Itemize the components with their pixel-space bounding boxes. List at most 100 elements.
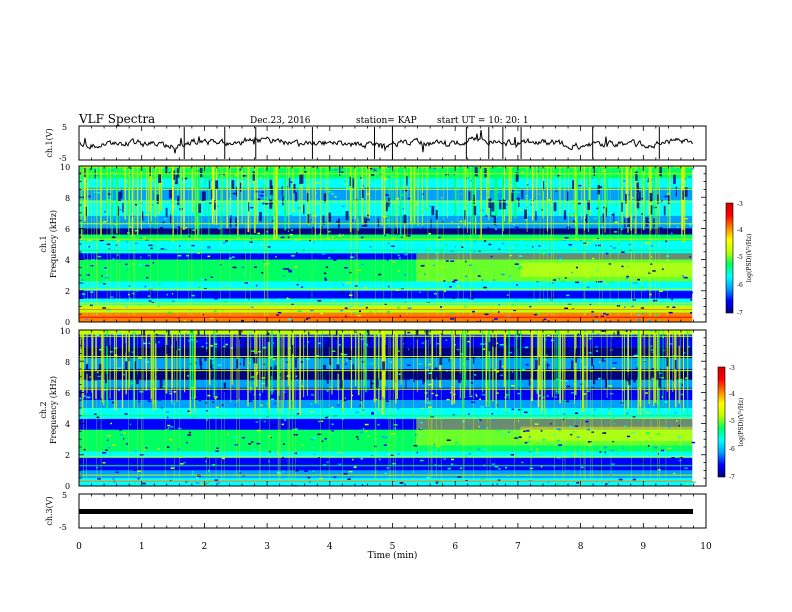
spectrogram-speckle bbox=[339, 271, 343, 273]
spectrogram-gap bbox=[248, 201, 250, 212]
spectrogram-gap bbox=[159, 379, 163, 390]
spectrogram-speckle bbox=[599, 235, 603, 238]
spectrogram-speckle bbox=[421, 342, 425, 344]
spectrogram-speckle bbox=[300, 361, 304, 363]
spectrogram-speckle bbox=[310, 219, 312, 221]
spectrogram-speckle bbox=[683, 352, 686, 354]
spectrogram-speckle bbox=[523, 430, 526, 433]
spectrogram-speckle bbox=[371, 413, 375, 415]
spectrogram-speckle bbox=[314, 460, 317, 463]
spectrogram-speckle bbox=[359, 404, 362, 407]
spectrogram-speckle bbox=[458, 307, 461, 309]
spectrogram-speckle bbox=[612, 362, 617, 364]
spectrogram-gap bbox=[535, 211, 537, 221]
spectrogram-speckle bbox=[451, 458, 454, 461]
spectrogram-speckle bbox=[361, 225, 365, 227]
spectrogram-speckle bbox=[404, 189, 408, 192]
spectrogram-speckle bbox=[315, 447, 320, 449]
spectrogram-speckle bbox=[268, 435, 272, 438]
spectrogram-speckle bbox=[472, 293, 476, 295]
spectrogram-speckle bbox=[305, 429, 307, 432]
spectrogram-speckle bbox=[188, 235, 191, 238]
spectrogram-speckle bbox=[208, 202, 212, 204]
spectrogram-speckle bbox=[126, 443, 128, 445]
spectrogram-speckle bbox=[111, 246, 114, 249]
spectrogram-speckle bbox=[79, 237, 83, 239]
spectrogram-speckle bbox=[212, 401, 215, 403]
spectrogram-gap bbox=[406, 176, 408, 186]
spectrogram-band bbox=[79, 167, 693, 179]
spectrogram-speckle bbox=[273, 342, 274, 344]
spectrogram-speckle bbox=[471, 376, 473, 378]
spectrogram-speckle bbox=[165, 411, 170, 413]
spectrogram-speckle bbox=[138, 264, 142, 266]
spectrogram-gap bbox=[375, 378, 379, 389]
spectrogram-speckle bbox=[390, 339, 395, 341]
spectrogram-speckle bbox=[145, 452, 148, 455]
spectrogram-speckle bbox=[192, 229, 196, 231]
spectrogram-speckle bbox=[149, 225, 151, 227]
spectrogram-speckle bbox=[467, 340, 470, 343]
ch3-ylabel: ch.3(V) bbox=[45, 496, 54, 525]
spectrogram-speckle bbox=[238, 390, 240, 392]
spectrogram-gap bbox=[605, 378, 607, 389]
spectrogram-speckle bbox=[296, 283, 299, 286]
spectrogram-speckle bbox=[667, 425, 671, 428]
spectrogram-speckle bbox=[261, 272, 264, 274]
spectrogram-speckle bbox=[666, 432, 669, 434]
spectrogram-band bbox=[79, 228, 693, 235]
spectrogram-speckle bbox=[470, 382, 473, 384]
spectrogram-speckle bbox=[472, 310, 475, 313]
spectrogram-speckle bbox=[328, 257, 331, 259]
spectrogram-gap bbox=[199, 355, 202, 366]
spectrogram-speckle bbox=[547, 320, 550, 322]
spectrogram-gap bbox=[675, 186, 677, 197]
spectrogram-speckle bbox=[525, 465, 529, 468]
spectrogram-speckle bbox=[522, 390, 525, 393]
spectrogram-speckle bbox=[201, 484, 206, 486]
spectrogram-speckle bbox=[234, 174, 238, 177]
spectrogram-speckle bbox=[521, 461, 524, 464]
spectrogram-gap bbox=[658, 378, 662, 388]
spectrogram-speckle bbox=[510, 254, 512, 257]
spectrogram-speckle bbox=[628, 243, 632, 246]
spectrogram-speckle bbox=[528, 436, 531, 438]
spectrogram-speckle bbox=[163, 248, 167, 251]
spectrogram-speckle bbox=[506, 391, 510, 394]
spectrogram-speckle bbox=[576, 333, 579, 336]
spectrogram-speckle bbox=[203, 483, 208, 485]
spectrogram-speckle bbox=[247, 362, 251, 364]
spectrogram-speckle bbox=[554, 396, 558, 398]
spectrogram-speckle bbox=[632, 197, 634, 199]
spectrogram-speckle bbox=[202, 314, 204, 316]
spectrogram-speckle bbox=[514, 199, 516, 201]
spectrogram-speckle bbox=[312, 227, 314, 229]
spectrogram-speckle bbox=[166, 293, 168, 296]
spectrogram-speckle bbox=[584, 219, 588, 221]
spectrogram-speckle bbox=[591, 431, 594, 433]
spectrogram-speckle bbox=[262, 202, 265, 205]
spectrogram-speckle bbox=[138, 357, 142, 359]
spectrogram-gap bbox=[349, 176, 351, 187]
spectrogram-speckle bbox=[600, 315, 604, 318]
spectrogram-speckle bbox=[158, 219, 162, 221]
spectrogram-speckle bbox=[187, 434, 192, 436]
spectrogram-speckle bbox=[99, 282, 103, 284]
spectrogram-gap bbox=[210, 364, 213, 374]
spectrogram-speckle bbox=[641, 213, 644, 215]
ch1-freq-tick-10: 10 bbox=[60, 163, 70, 172]
spectrogram-speckle bbox=[469, 297, 474, 300]
spectrogram-speckle bbox=[508, 431, 511, 433]
spectrogram-speckle bbox=[333, 169, 338, 171]
spectrogram-speckle bbox=[338, 211, 340, 213]
spectrogram-speckle bbox=[130, 382, 135, 384]
spectrogram-speckle bbox=[399, 315, 401, 317]
spectrogram-speckle bbox=[518, 436, 522, 438]
spectrogram-gap bbox=[299, 174, 302, 185]
spectrogram-speckle bbox=[91, 466, 93, 469]
spectrogram-speckle bbox=[287, 236, 290, 239]
spectrogram-speckle bbox=[147, 295, 150, 297]
spectrogram-gap bbox=[259, 211, 262, 222]
spectrogram-speckle bbox=[367, 462, 370, 464]
spectrogram-speckle bbox=[145, 267, 150, 270]
